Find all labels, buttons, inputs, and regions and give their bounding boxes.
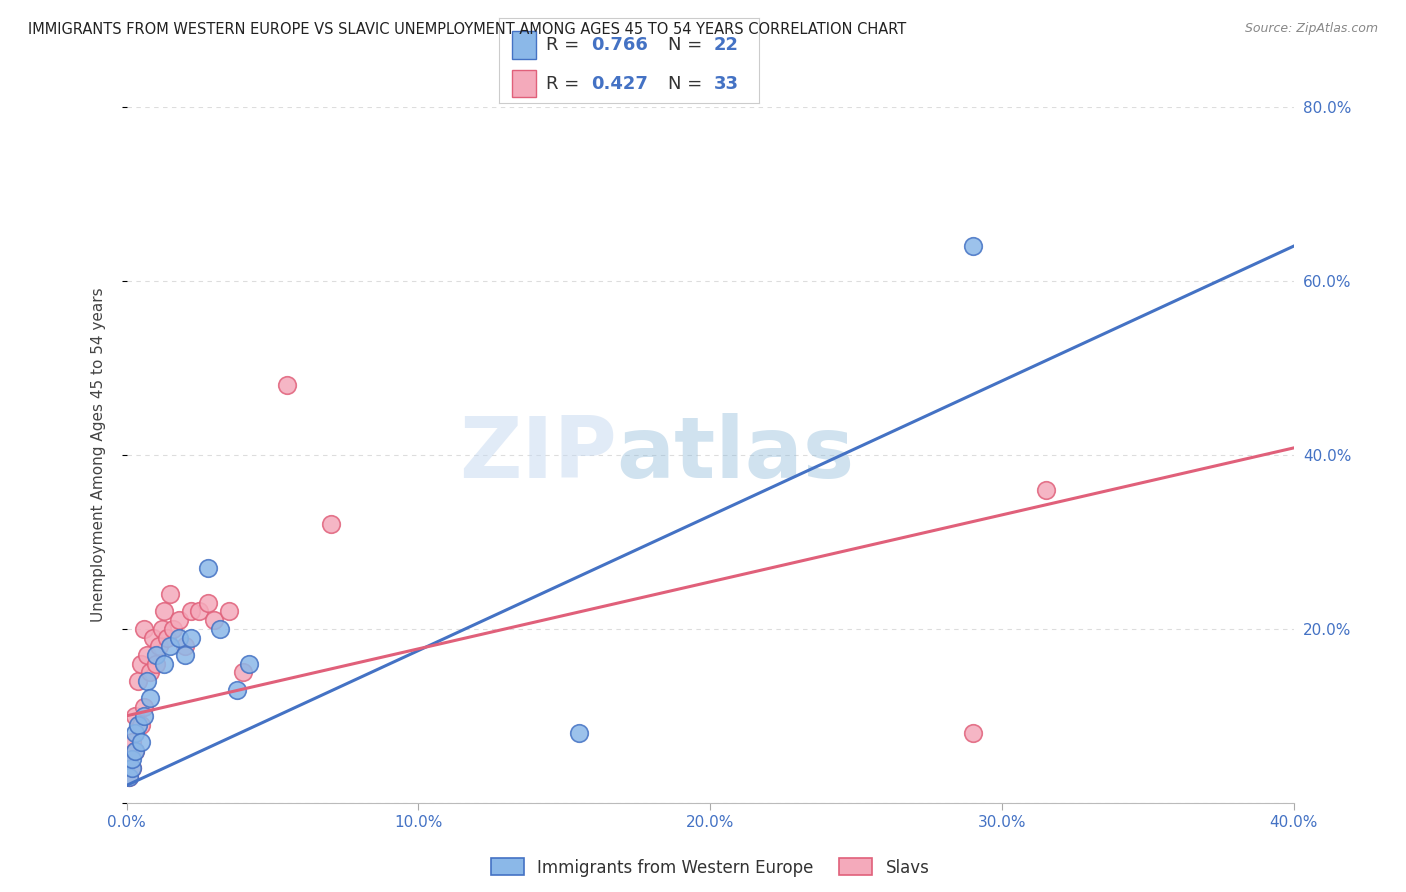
Point (153, 657, 176, 671)
Point (148, 639, 170, 653)
Point (124, 744, 146, 758)
Point (174, 639, 197, 653)
Point (145, 657, 167, 671)
Point (197, 596, 219, 610)
Point (121, 761, 143, 775)
Point (156, 631, 179, 645)
Point (127, 717, 149, 731)
Point (129, 735, 152, 749)
Point (276, 378, 298, 392)
Point (121, 752, 143, 766)
Text: ZIP: ZIP (458, 413, 617, 497)
Point (226, 682, 249, 697)
Point (127, 674, 149, 689)
Point (218, 605, 240, 619)
Point (180, 605, 202, 619)
Y-axis label: Unemployment Among Ages 45 to 54 years: Unemployment Among Ages 45 to 54 years (91, 287, 105, 623)
Text: N =: N = (668, 36, 709, 54)
Point (129, 717, 152, 731)
Point (150, 622, 173, 636)
Point (159, 639, 181, 653)
Point (139, 665, 162, 680)
Point (962, 726, 984, 740)
Point (118, 770, 141, 784)
Legend: Immigrants from Western Europe, Slavs: Immigrants from Western Europe, Slavs (482, 850, 938, 885)
Point (174, 648, 197, 662)
Text: N =: N = (668, 75, 709, 93)
Point (145, 648, 167, 662)
Point (142, 631, 165, 645)
Point (139, 691, 162, 706)
Text: 22: 22 (714, 36, 738, 54)
Point (136, 648, 159, 662)
Point (167, 613, 190, 627)
Point (153, 605, 176, 619)
Point (568, 726, 591, 740)
Point (180, 631, 202, 645)
Point (129, 657, 152, 671)
Text: 33: 33 (714, 75, 738, 93)
Text: 0.427: 0.427 (592, 75, 648, 93)
Point (118, 770, 141, 784)
Point (136, 674, 159, 689)
Point (121, 735, 143, 749)
Text: 0.766: 0.766 (592, 36, 648, 54)
Point (202, 613, 225, 627)
Point (962, 239, 984, 253)
FancyBboxPatch shape (512, 31, 536, 59)
Point (124, 708, 146, 723)
Point (232, 665, 254, 680)
Point (132, 700, 155, 714)
Point (319, 517, 342, 532)
Point (208, 622, 231, 636)
Point (197, 561, 219, 575)
Point (167, 631, 190, 645)
FancyBboxPatch shape (512, 70, 536, 97)
Text: atlas: atlas (617, 413, 855, 497)
Text: Source: ZipAtlas.com: Source: ZipAtlas.com (1244, 22, 1378, 36)
Point (132, 622, 155, 636)
Point (121, 761, 143, 775)
Point (188, 605, 211, 619)
Point (118, 752, 141, 766)
Text: R =: R = (546, 36, 585, 54)
Text: R =: R = (546, 75, 585, 93)
Point (132, 708, 155, 723)
Point (159, 587, 181, 601)
Point (124, 726, 146, 740)
Point (238, 657, 260, 671)
Text: IMMIGRANTS FROM WESTERN EUROPE VS SLAVIC UNEMPLOYMENT AMONG AGES 45 TO 54 YEARS : IMMIGRANTS FROM WESTERN EUROPE VS SLAVIC… (28, 22, 907, 37)
Point (1035, 483, 1057, 497)
Point (162, 622, 184, 636)
Point (124, 744, 146, 758)
